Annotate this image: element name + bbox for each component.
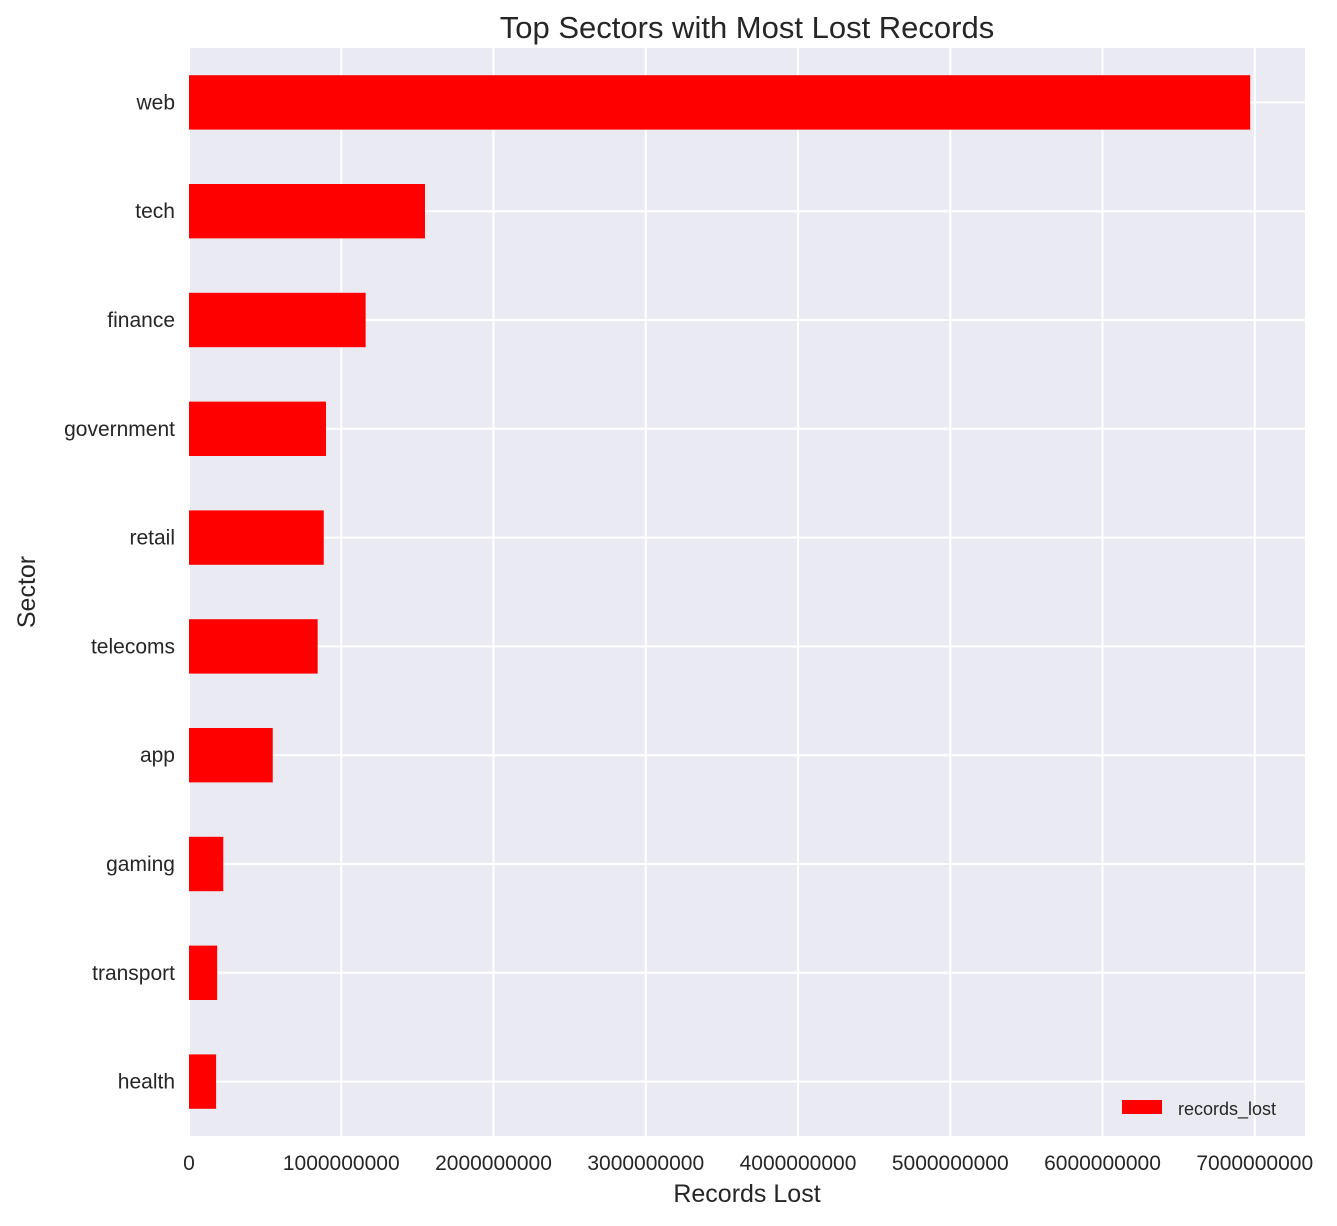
bar-tech bbox=[189, 184, 425, 239]
x-tick-label: 5000000000 bbox=[892, 1152, 1009, 1175]
x-tick-label: 3000000000 bbox=[587, 1152, 704, 1175]
bar-finance bbox=[189, 292, 366, 348]
bar-gaming bbox=[189, 836, 224, 892]
y-axis-label: Sector bbox=[13, 556, 41, 628]
bar-app bbox=[189, 728, 273, 783]
y-tick-label: transport bbox=[92, 962, 175, 985]
x-tick-label: 4000000000 bbox=[740, 1152, 857, 1175]
y-tick-label: telecoms bbox=[91, 635, 175, 658]
x-tick-label: 2000000000 bbox=[435, 1152, 552, 1175]
x-tick-label: 1000000000 bbox=[283, 1152, 400, 1175]
y-tick-label: finance bbox=[107, 309, 175, 332]
bar-transport bbox=[189, 945, 218, 1000]
bar-web bbox=[189, 75, 1251, 130]
y-tick-label: retail bbox=[129, 527, 175, 550]
y-tick-label: government bbox=[64, 418, 175, 441]
y-tick-label: gaming bbox=[106, 853, 175, 876]
x-axis-label: Records Lost bbox=[673, 1180, 820, 1208]
y-tick-label: tech bbox=[135, 200, 175, 223]
x-tick-label: 0 bbox=[183, 1152, 195, 1175]
x-tick-labels: 0 1000000000 2000000000 3000000000 400000000… bbox=[183, 1152, 1313, 1175]
legend-label: records_lost bbox=[1178, 1099, 1276, 1120]
y-tick-labels: web tech finance government retail telecoms ap… bbox=[64, 91, 175, 1093]
bar-retail bbox=[189, 510, 324, 565]
chart-title: Top Sectors with Most Lost Records bbox=[500, 10, 994, 45]
x-tick-label: 7000000000 bbox=[1196, 1152, 1313, 1175]
bar-government bbox=[189, 401, 327, 456]
bars bbox=[189, 75, 1251, 1109]
bar-telecoms bbox=[189, 619, 318, 674]
y-tick-label: app bbox=[140, 744, 175, 767]
bar-health bbox=[189, 1054, 217, 1109]
y-tick-label: health bbox=[118, 1071, 175, 1094]
x-tick-label: 6000000000 bbox=[1044, 1152, 1161, 1175]
y-tick-label: web bbox=[135, 91, 175, 114]
legend: records_lost bbox=[1122, 1099, 1276, 1120]
legend-swatch bbox=[1122, 1100, 1162, 1114]
